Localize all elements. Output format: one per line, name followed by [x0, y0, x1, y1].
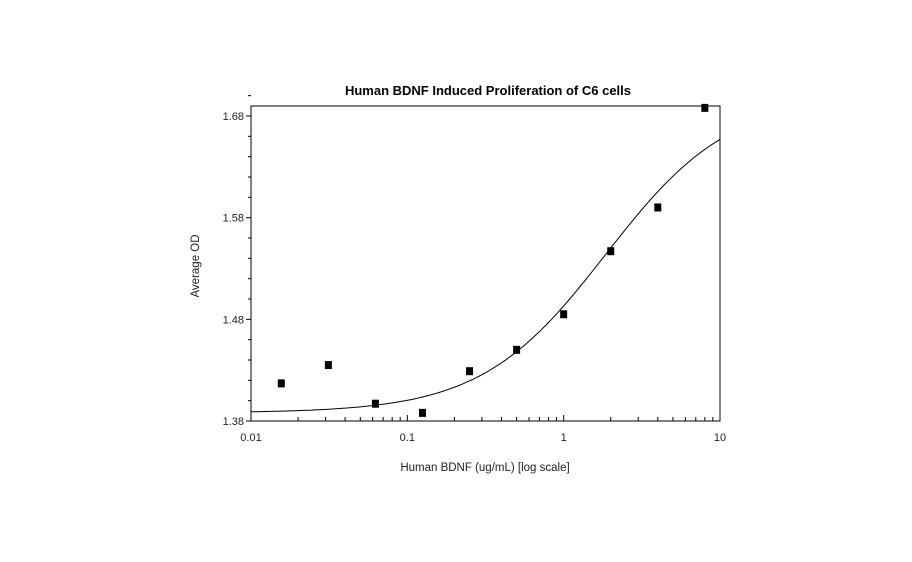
y-tick-label: 1.68 — [223, 111, 244, 123]
x-axis-label: Human BDNF (ug/mL) [log scale] — [400, 462, 569, 474]
y-tick-label: 1.48 — [223, 314, 244, 326]
y-axis-label: Average OD — [190, 234, 202, 297]
data-point — [654, 203, 662, 212]
data-point — [560, 310, 568, 319]
y-tick-label: 1.58 — [223, 213, 244, 225]
data-points — [277, 103, 709, 417]
data-point — [277, 379, 285, 388]
y-tick-label: 1.38 — [223, 416, 244, 428]
data-point — [418, 408, 426, 417]
chart-title: Human BDNF Induced Proliferation of C6 c… — [345, 83, 631, 98]
data-point — [466, 367, 474, 376]
data-point — [513, 345, 521, 354]
x-tick-label: 1 — [561, 432, 567, 444]
x-tick-label: 0.1 — [400, 432, 415, 444]
plot-frame — [250, 105, 721, 422]
data-point — [607, 247, 615, 256]
data-point — [371, 399, 379, 408]
data-point — [324, 361, 332, 370]
tick-labels: 1.38 1.48 1.58 1.68 0.01 0.1 1 10 — [223, 111, 727, 444]
data-point — [701, 103, 709, 112]
axis-ticks — [246, 95, 714, 422]
x-tick-label: 0.01 — [240, 432, 261, 444]
x-tick-label: 10 — [714, 432, 726, 444]
fit-curve — [251, 138, 721, 413]
